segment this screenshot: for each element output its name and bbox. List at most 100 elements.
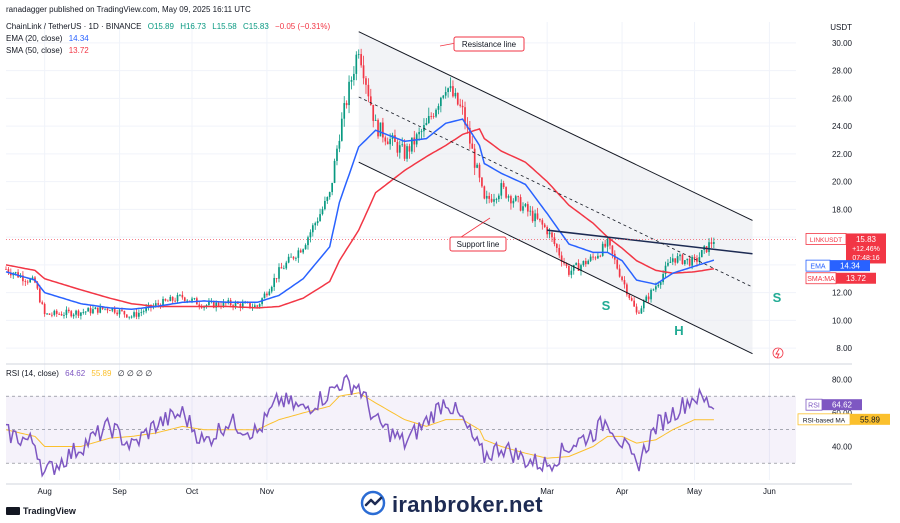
sma-badge-value: 13.72 — [846, 274, 867, 283]
candle — [507, 194, 510, 202]
candle — [522, 202, 524, 214]
candle-body — [135, 312, 138, 317]
candle-body — [584, 260, 587, 265]
candle-body — [575, 263, 577, 265]
rsi-legend[interactable]: RSI (14, close) 64.62 55.89 ∅ ∅ ∅ ∅ — [6, 369, 152, 378]
candle — [604, 239, 606, 249]
symbol-name: ChainLink / TetherUS · 1D · BINANCE — [6, 22, 142, 31]
candle — [104, 308, 106, 311]
candle-body — [469, 127, 471, 144]
candle-body — [671, 258, 674, 262]
candle-body — [345, 103, 348, 106]
candle-body — [638, 312, 640, 314]
ema-legend-value: 14.34 — [68, 34, 89, 43]
candle-body — [534, 213, 536, 222]
candle — [464, 101, 466, 130]
candle-body — [645, 296, 648, 302]
tradingview-brand[interactable]: TradingView — [6, 506, 76, 516]
candle-body — [340, 118, 343, 141]
candle — [338, 134, 341, 153]
candle — [261, 297, 263, 307]
candle-body — [58, 313, 60, 315]
candle — [290, 253, 292, 258]
candle-body — [321, 209, 324, 215]
candle — [454, 88, 457, 99]
ema-legend[interactable]: EMA (20, close) 14.34 — [6, 34, 89, 43]
sma-legend[interactable]: SMA (50, close) 13.72 — [6, 46, 89, 55]
candle — [708, 238, 710, 256]
candle — [543, 222, 546, 228]
candle — [135, 308, 138, 320]
candle-body — [92, 309, 94, 314]
candle-body — [493, 199, 495, 202]
candle-body — [290, 256, 292, 258]
candle — [193, 297, 196, 301]
candle-body — [616, 259, 619, 269]
price-tick-label: 18.00 — [832, 205, 853, 214]
price-tick-label: 22.00 — [832, 150, 853, 159]
candle-body — [555, 243, 558, 248]
sma-line — [5, 127, 715, 309]
candle-body — [145, 307, 147, 312]
rsi-pane — [5, 373, 796, 478]
candle — [483, 185, 486, 200]
candle-body — [435, 109, 437, 117]
candle — [698, 252, 701, 265]
candle — [452, 80, 454, 98]
candle — [169, 294, 172, 302]
candle-body — [369, 96, 372, 105]
candle — [650, 288, 652, 303]
candle-body — [362, 65, 365, 79]
candle — [17, 269, 19, 278]
candle-body — [130, 316, 133, 318]
candle-body — [198, 304, 201, 307]
candle-body — [628, 294, 631, 299]
candle — [420, 128, 423, 139]
candle — [638, 310, 640, 314]
candle-body — [268, 291, 271, 296]
candle-body — [664, 265, 667, 274]
candle — [164, 298, 167, 302]
candle — [471, 136, 474, 149]
candle — [609, 238, 611, 250]
candle-body — [292, 256, 295, 259]
candle-body — [611, 245, 614, 254]
candle-body — [142, 311, 145, 313]
candle — [688, 255, 691, 267]
candle — [531, 206, 534, 223]
sma-badge-label: SMA:MA — [807, 276, 835, 283]
candle — [645, 294, 648, 302]
publisher-line: ranadagger published on TradingView.com,… — [6, 5, 251, 14]
candle-body — [38, 288, 41, 303]
candle-body — [551, 232, 553, 238]
candle-body — [179, 294, 181, 296]
candle-body — [481, 177, 483, 187]
candle-body — [106, 308, 109, 311]
candle — [116, 309, 118, 316]
candle — [181, 291, 184, 300]
candle-body — [684, 260, 686, 265]
candle — [374, 114, 377, 121]
resistance-line — [358, 31, 753, 221]
candle — [647, 292, 650, 303]
candle — [314, 221, 317, 230]
candle-body — [464, 107, 466, 125]
candle-body — [353, 73, 355, 81]
candle — [123, 310, 126, 318]
candle — [679, 253, 681, 261]
candle — [667, 259, 669, 267]
candle-body — [263, 293, 266, 299]
candle-body — [328, 192, 331, 198]
candle — [55, 309, 58, 317]
candle-body — [459, 104, 462, 106]
candle-body — [65, 309, 68, 316]
ohlc-high-label: H — [180, 22, 186, 31]
candle-body — [367, 84, 370, 97]
candle — [618, 264, 621, 278]
candle-body — [77, 310, 80, 316]
candle-body — [133, 312, 135, 317]
candle — [51, 312, 53, 318]
flash-marker-icon — [772, 347, 784, 359]
candle-body — [379, 122, 382, 137]
resistance-annotation-label: Resistance line — [462, 40, 517, 49]
